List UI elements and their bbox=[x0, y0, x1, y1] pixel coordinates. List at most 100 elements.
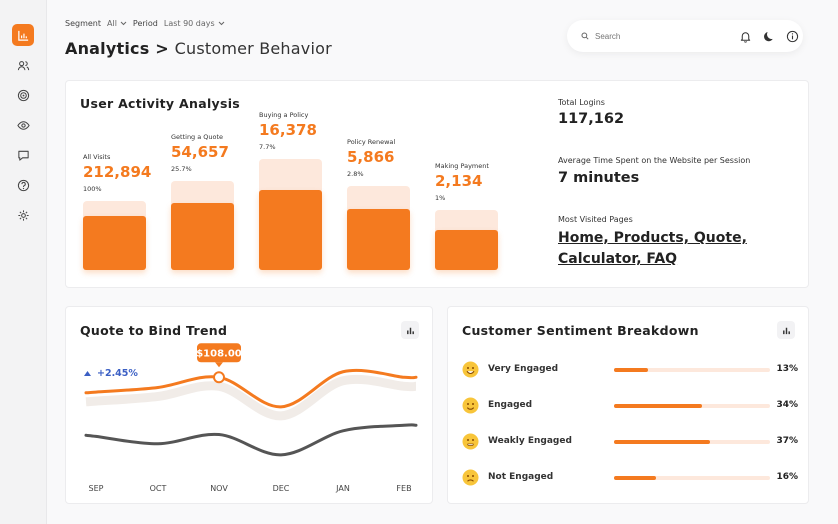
total-logins-label: Total Logins bbox=[558, 98, 605, 107]
stage-label: Making Payment bbox=[435, 162, 489, 170]
eye-icon bbox=[16, 120, 30, 130]
sentiment-percent: 37% bbox=[776, 436, 798, 446]
users-icon bbox=[17, 60, 29, 70]
trend-chart: $108.00 SEP OCT NOV DEC JAN FEB bbox=[84, 343, 418, 493]
period-label: Period bbox=[132, 19, 158, 28]
bar-chart-icon bbox=[406, 327, 414, 334]
visited-pages-label: Most Visited Pages bbox=[558, 215, 633, 224]
stage-value: 5,866 bbox=[347, 148, 395, 166]
sentiment-bar-fill bbox=[614, 440, 711, 444]
stage-percent: 25.7% bbox=[171, 165, 192, 173]
sidebar-item-messages[interactable] bbox=[12, 144, 34, 166]
trend-title: Quote to Bind Trend bbox=[80, 323, 228, 338]
stage-value: 212,894 bbox=[83, 163, 152, 181]
stage-percent: 2.8% bbox=[347, 170, 364, 178]
sentiment-bar-fill bbox=[614, 404, 703, 408]
sidebar-item-views[interactable] bbox=[12, 114, 34, 136]
sidebar bbox=[0, 0, 47, 524]
stage-label: Buying a Policy bbox=[259, 111, 309, 119]
search-bar bbox=[567, 20, 803, 52]
period-value: Last 90 days bbox=[163, 19, 215, 28]
stage-bar-fill bbox=[171, 203, 234, 270]
x-tick-label: DEC bbox=[273, 484, 290, 493]
sentiment-label: Very Engaged bbox=[488, 364, 559, 374]
sidebar-item-users[interactable] bbox=[12, 54, 34, 76]
highlight-point[interactable] bbox=[213, 371, 225, 384]
sentiment-label: Weakly Engaged bbox=[488, 436, 572, 446]
sentiment-label: Not Engaged bbox=[488, 472, 554, 482]
search-input[interactable] bbox=[579, 29, 729, 43]
stage-bar-fill bbox=[259, 190, 322, 270]
sentiment-percent: 16% bbox=[776, 472, 798, 482]
visited-pages-link[interactable]: Home, Products, Quote, Calculator, FAQ bbox=[558, 230, 747, 267]
sentiment-bar-fill bbox=[614, 368, 648, 372]
bell-icon[interactable] bbox=[739, 30, 752, 43]
trend-chart-button[interactable] bbox=[401, 321, 419, 339]
sentiment-bar-track bbox=[614, 368, 770, 372]
series-line-previous bbox=[84, 423, 418, 457]
breadcrumb-current: Customer Behavior bbox=[174, 39, 332, 58]
sentiment-row: Very Engaged 13% bbox=[462, 360, 798, 380]
series-shadow bbox=[85, 374, 417, 421]
sidebar-item-settings[interactable] bbox=[12, 204, 34, 226]
activity-title: User Activity Analysis bbox=[80, 96, 241, 111]
page-title: Analytics > Customer Behavior bbox=[65, 39, 332, 58]
segment-value: All bbox=[107, 19, 117, 28]
user-activity-card: User Activity Analysis All Visits 212,894… bbox=[65, 80, 809, 288]
stage-value: 16,378 bbox=[259, 121, 317, 139]
segment-label: Segment bbox=[65, 19, 101, 28]
sentiment-bar-track bbox=[614, 440, 770, 444]
analytics-icon bbox=[17, 30, 28, 41]
segment-select[interactable]: All bbox=[107, 19, 127, 28]
trend-change-value: +2.45% bbox=[97, 368, 138, 379]
stage-bar-fill bbox=[83, 216, 146, 270]
stage-percent: 100% bbox=[83, 185, 102, 193]
breadcrumb-separator: > bbox=[155, 39, 169, 58]
stage-percent: 7.7% bbox=[259, 143, 276, 151]
filters-bar: Segment All Period Last 90 days bbox=[65, 19, 225, 28]
gear-icon bbox=[17, 209, 29, 221]
stage-label: All Visits bbox=[83, 153, 111, 161]
grin-emoji-icon bbox=[462, 361, 479, 378]
bar-chart-icon bbox=[782, 327, 790, 334]
info-icon[interactable] bbox=[786, 30, 799, 43]
avg-time-value: 7 minutes bbox=[558, 170, 640, 186]
sentiment-row: Engaged 34% bbox=[462, 396, 798, 416]
quote-to-bind-card: Quote to Bind Trend +2.45% $108.00 SEP OCT… bbox=[65, 306, 433, 504]
sentiment-percent: 13% bbox=[776, 364, 798, 374]
tooltip-value: $108.00 bbox=[196, 348, 242, 359]
breadcrumb-root[interactable]: Analytics bbox=[65, 39, 150, 58]
tooltip-box bbox=[197, 343, 241, 363]
chevron-down-icon bbox=[218, 21, 225, 26]
sidebar-item-help[interactable] bbox=[12, 174, 34, 196]
stage-label: Getting a Quote bbox=[171, 133, 224, 141]
sad-emoji-icon bbox=[462, 469, 479, 486]
sentiment-bar-track bbox=[614, 476, 770, 480]
x-tick-label: OCT bbox=[150, 484, 167, 493]
chevron-down-icon bbox=[120, 21, 127, 26]
avg-time-label: Average Time Spent on the Website per Se… bbox=[558, 156, 751, 165]
x-tick-label: SEP bbox=[89, 484, 104, 493]
stage-bar-fill bbox=[435, 230, 498, 270]
x-tick-label: FEB bbox=[396, 484, 411, 493]
sidebar-item-analytics[interactable] bbox=[12, 24, 34, 46]
chat-icon bbox=[17, 150, 29, 161]
help-icon bbox=[17, 179, 29, 191]
moon-icon[interactable] bbox=[763, 30, 776, 43]
main-area: Segment All Period Last 90 days Analytic… bbox=[47, 0, 838, 524]
target-icon bbox=[17, 89, 29, 101]
stage-label: Policy Renewal bbox=[347, 138, 396, 146]
tooltip-pointer bbox=[215, 362, 223, 368]
sentiment-card: Customer Sentiment Breakdown Very Engage… bbox=[447, 306, 809, 504]
sentiment-row: Weakly Engaged 37% bbox=[462, 432, 798, 452]
series-line-current bbox=[84, 368, 418, 409]
sentiment-chart-button[interactable] bbox=[777, 321, 795, 339]
trend-change: +2.45% bbox=[84, 368, 138, 379]
sidebar-item-target[interactable] bbox=[12, 84, 34, 106]
period-select[interactable]: Last 90 days bbox=[164, 19, 225, 28]
sentiment-row: Not Engaged 16% bbox=[462, 468, 798, 488]
sentiment-title: Customer Sentiment Breakdown bbox=[462, 323, 699, 338]
total-logins-value: 117,162 bbox=[558, 111, 625, 127]
x-tick-label: NOV bbox=[210, 484, 228, 493]
grimace-emoji-icon bbox=[462, 433, 479, 450]
